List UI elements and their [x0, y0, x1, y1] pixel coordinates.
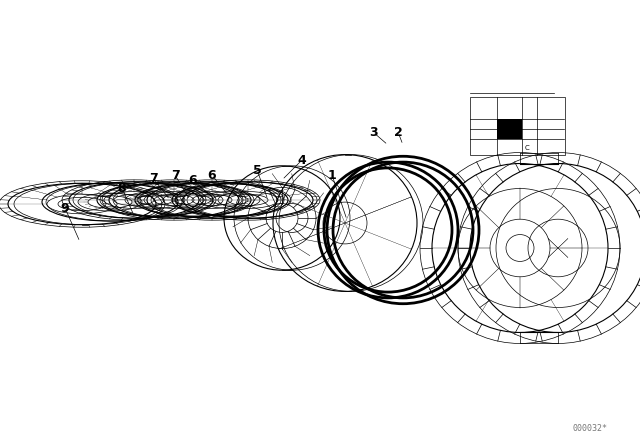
Text: 8: 8 — [118, 181, 126, 194]
Text: 1: 1 — [328, 168, 337, 181]
Bar — [470, 97, 565, 155]
Bar — [497, 129, 522, 139]
Text: C: C — [525, 145, 529, 151]
Text: 6: 6 — [189, 173, 197, 186]
Text: 7: 7 — [171, 168, 179, 181]
Bar — [497, 119, 522, 129]
Text: 4: 4 — [298, 154, 307, 167]
Text: 3: 3 — [369, 125, 378, 138]
Text: 2: 2 — [394, 125, 403, 138]
Text: 7: 7 — [148, 172, 157, 185]
Text: 9: 9 — [61, 202, 69, 215]
Text: 6: 6 — [208, 168, 216, 181]
Text: 5: 5 — [253, 164, 261, 177]
Text: 000032*: 000032* — [573, 423, 607, 432]
